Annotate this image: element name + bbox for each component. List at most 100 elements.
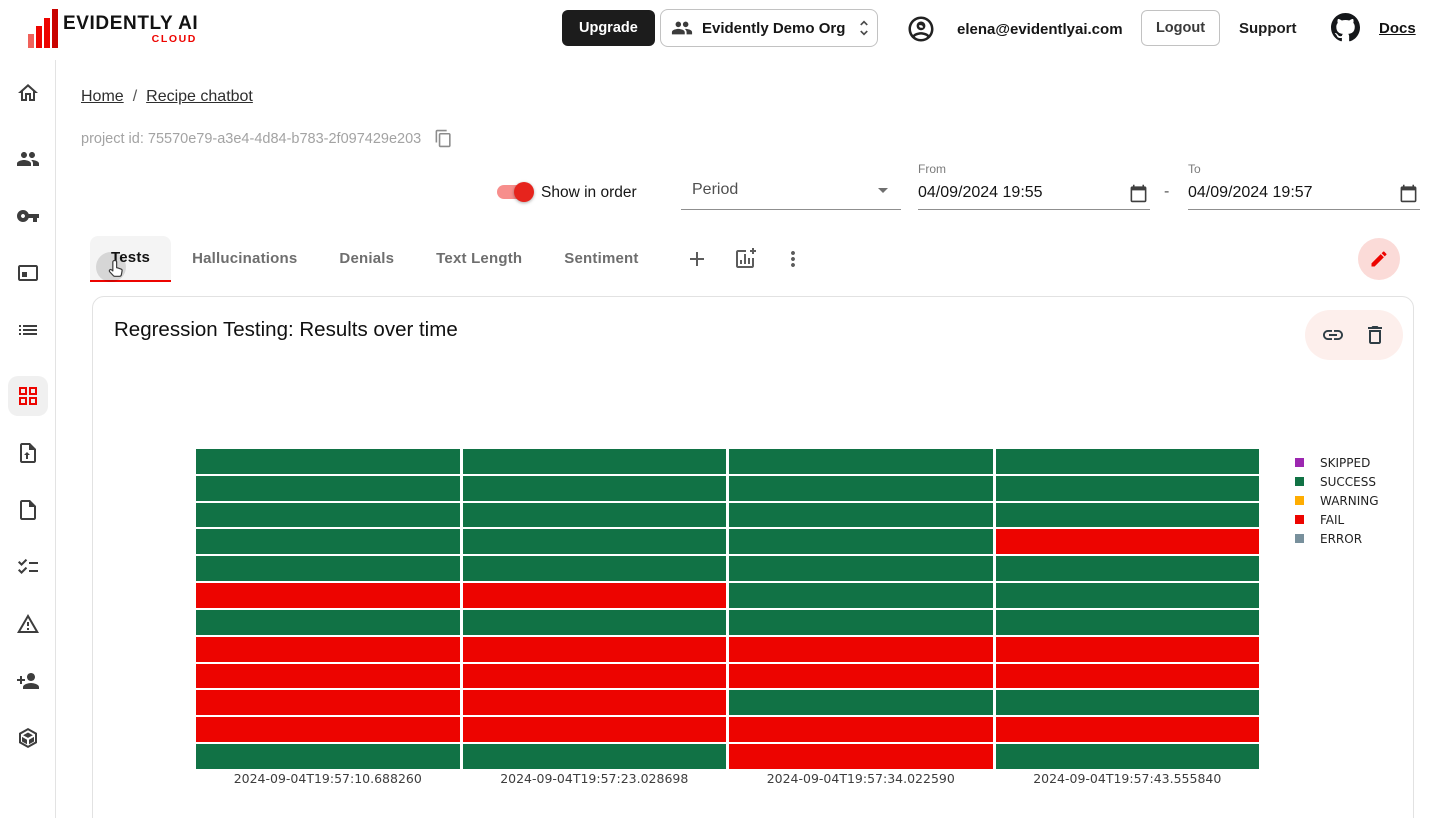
- sidebar-item-upload[interactable]: [8, 433, 48, 473]
- legend-swatch: [1295, 515, 1304, 524]
- org-selector[interactable]: Evidently Demo Org: [660, 9, 878, 47]
- sidebar-item-reports[interactable]: [8, 490, 48, 530]
- status-cell-success[interactable]: [995, 449, 1259, 474]
- status-cell-fail[interactable]: [462, 690, 726, 716]
- calendar-icon[interactable]: [1129, 184, 1148, 203]
- status-cell-success[interactable]: [995, 583, 1259, 608]
- legend-item-skipped[interactable]: SKIPPED: [1295, 453, 1379, 472]
- edit-dashboard-button[interactable]: [1358, 238, 1400, 280]
- status-cell-fail[interactable]: [995, 529, 1259, 555]
- status-cell-success[interactable]: [196, 502, 460, 528]
- tab-hallucinations[interactable]: Hallucinations: [192, 250, 298, 267]
- sidebar-item-invite-users[interactable]: [8, 661, 48, 701]
- status-cell-success[interactable]: [995, 744, 1259, 769]
- status-cell-success[interactable]: [729, 609, 993, 635]
- status-cell-fail[interactable]: [729, 717, 993, 743]
- status-cell-success[interactable]: [196, 475, 460, 501]
- status-cell-success[interactable]: [196, 609, 460, 635]
- tab-tests[interactable]: Tests: [90, 236, 172, 282]
- tab-sentiment[interactable]: Sentiment: [564, 250, 639, 267]
- sidebar-item-test-suites[interactable]: [8, 547, 48, 587]
- status-cell-fail[interactable]: [729, 663, 993, 689]
- status-cell-success[interactable]: [729, 449, 993, 474]
- status-cell-fail[interactable]: [462, 636, 726, 662]
- status-cell-fail[interactable]: [462, 663, 726, 689]
- copy-link-button[interactable]: [1321, 323, 1345, 347]
- top-header: EVIDENTLY AI CLOUD Upgrade Evidently Dem…: [0, 0, 1438, 60]
- status-cell-fail[interactable]: [462, 583, 726, 608]
- date-from-field[interactable]: From 04/09/2024 19:55: [918, 160, 1150, 210]
- status-cell-success[interactable]: [729, 475, 993, 501]
- status-cell-success[interactable]: [995, 690, 1259, 716]
- status-cell-fail[interactable]: [995, 636, 1259, 662]
- status-cell-success[interactable]: [196, 449, 460, 474]
- status-cell-success[interactable]: [196, 744, 460, 769]
- sidebar-item-list[interactable]: [8, 310, 48, 350]
- legend-item-success[interactable]: SUCCESS: [1295, 472, 1379, 491]
- logout-button[interactable]: Logout: [1141, 10, 1220, 46]
- github-icon[interactable]: [1331, 13, 1360, 42]
- status-cell-success[interactable]: [462, 502, 726, 528]
- status-cell-success[interactable]: [995, 502, 1259, 528]
- status-cell-fail[interactable]: [995, 663, 1259, 689]
- status-cell-fail[interactable]: [196, 636, 460, 662]
- show-in-order-toggle[interactable]: [494, 182, 534, 202]
- sidebar-item-dashboard[interactable]: [8, 376, 48, 416]
- more-options-button[interactable]: [781, 247, 805, 271]
- status-cell-success[interactable]: [729, 556, 993, 582]
- status-cell-success[interactable]: [995, 556, 1259, 582]
- status-cell-fail[interactable]: [729, 744, 993, 769]
- x-axis-labels: 2024-09-04T19:57:10.688260 2024-09-04T19:…: [196, 771, 1259, 786]
- sidebar-item-projects[interactable]: [8, 253, 48, 293]
- docs-link[interactable]: Docs: [1379, 20, 1416, 37]
- sidebar-item-tokens[interactable]: [8, 196, 48, 236]
- dashboard-icon: [19, 387, 37, 405]
- account-icon[interactable]: [906, 14, 936, 44]
- sidebar-item-home[interactable]: [8, 73, 48, 113]
- copy-project-id-button[interactable]: [434, 129, 453, 148]
- status-cell-success[interactable]: [462, 475, 726, 501]
- status-cell-success[interactable]: [462, 449, 726, 474]
- project-id-text: project id: 75570e79-a3e4-4d84-b783-2f09…: [81, 130, 422, 147]
- breadcrumb-home-link[interactable]: Home: [81, 88, 124, 105]
- period-select[interactable]: Period: [681, 168, 901, 210]
- sidebar-item-alerts[interactable]: [8, 604, 48, 644]
- legend-item-warning[interactable]: WARNING: [1295, 491, 1379, 510]
- status-cell-fail[interactable]: [729, 636, 993, 662]
- status-cell-success[interactable]: [196, 529, 460, 555]
- date-range-separator: -: [1164, 183, 1170, 200]
- breadcrumb-current-link[interactable]: Recipe chatbot: [146, 88, 253, 105]
- status-cell-fail[interactable]: [196, 663, 460, 689]
- status-cell-success[interactable]: [462, 529, 726, 555]
- legend-label: SUCCESS: [1320, 474, 1376, 489]
- add-tab-button[interactable]: [685, 247, 709, 271]
- status-cell-success[interactable]: [462, 556, 726, 582]
- status-cell-fail[interactable]: [196, 690, 460, 716]
- legend-item-error[interactable]: ERROR: [1295, 529, 1379, 548]
- status-cell-success[interactable]: [995, 475, 1259, 501]
- status-cell-success[interactable]: [729, 529, 993, 555]
- status-cell-success[interactable]: [462, 609, 726, 635]
- status-cell-success[interactable]: [729, 502, 993, 528]
- status-cell-success[interactable]: [729, 583, 993, 608]
- sidebar-item-packages[interactable]: [8, 718, 48, 758]
- add-panel-button[interactable]: [733, 247, 757, 271]
- status-cell-success[interactable]: [729, 690, 993, 716]
- delete-panel-button[interactable]: [1363, 323, 1387, 347]
- tab-denials[interactable]: Denials: [339, 250, 395, 267]
- status-cell-success[interactable]: [462, 744, 726, 769]
- status-cell-success[interactable]: [196, 556, 460, 582]
- status-cell-success[interactable]: [995, 609, 1259, 635]
- status-cell-fail[interactable]: [995, 717, 1259, 743]
- status-cell-fail[interactable]: [196, 717, 460, 743]
- upgrade-button[interactable]: Upgrade: [562, 10, 655, 46]
- status-cell-fail[interactable]: [196, 583, 460, 608]
- calendar-icon[interactable]: [1399, 184, 1418, 203]
- status-cell-fail[interactable]: [462, 717, 726, 743]
- sidebar-item-team[interactable]: [8, 139, 48, 179]
- tab-text-length[interactable]: Text Length: [436, 250, 523, 267]
- legend-item-fail[interactable]: FAIL: [1295, 510, 1379, 529]
- support-link[interactable]: Support: [1239, 20, 1297, 37]
- legend-swatch: [1295, 496, 1304, 505]
- date-to-field[interactable]: To 04/09/2024 19:57: [1188, 160, 1420, 210]
